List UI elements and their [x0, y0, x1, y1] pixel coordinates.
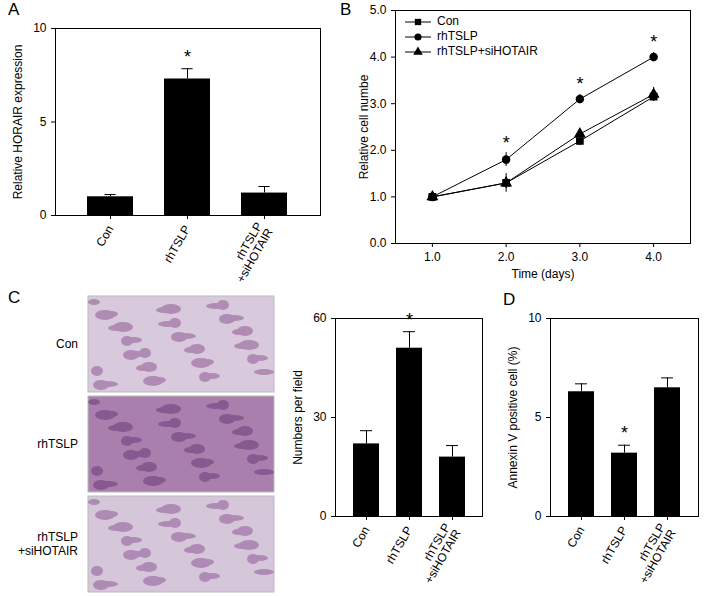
svg-text:Con: Con — [564, 524, 587, 550]
svg-text:rhTSLP+siHOTAIR: rhTSLP+siHOTAIR — [626, 521, 679, 586]
svg-text:10: 10 — [528, 311, 542, 325]
svg-text:*: * — [650, 32, 657, 52]
svg-text:30: 30 — [313, 410, 327, 424]
svg-text:Con: Con — [349, 524, 372, 550]
svg-text:rhTSLP+siHOTAIR: rhTSLP+siHOTAIR — [223, 220, 276, 285]
html-text:D: D — [503, 290, 516, 309]
svg-text:1.0: 1.0 — [424, 250, 441, 264]
html-text:C: C — [8, 288, 21, 307]
svg-text:Relative HORAIR expression: Relative HORAIR expression — [11, 45, 25, 200]
svg-text:1.0: 1.0 — [370, 190, 387, 204]
html-text:Con: Con — [437, 14, 459, 28]
svg-text:5.0: 5.0 — [370, 3, 387, 17]
svg-text:rhTSLP: rhTSLP — [161, 223, 193, 265]
html-text:A: A — [8, 0, 20, 19]
svg-text:4.0: 4.0 — [645, 250, 662, 264]
svg-text:2.0: 2.0 — [498, 250, 515, 264]
svg-text:Con: Con — [93, 223, 116, 249]
html-text:rhTSLP: rhTSLP — [437, 29, 478, 43]
svg-text:Annexin V positive cell (%): Annexin V positive cell (%) — [506, 346, 520, 488]
svg-text:0: 0 — [40, 208, 47, 222]
svg-text:rhTSLP: rhTSLP — [37, 437, 78, 451]
svg-text:Numbers per field: Numbers per field — [291, 370, 305, 465]
svg-text:60: 60 — [313, 311, 327, 325]
svg-text:0: 0 — [320, 509, 327, 523]
svg-text:*: * — [576, 74, 583, 94]
svg-text:5: 5 — [535, 410, 542, 424]
svg-text:3.0: 3.0 — [572, 250, 589, 264]
svg-text:3.0: 3.0 — [370, 97, 387, 111]
svg-text:0: 0 — [535, 509, 542, 523]
svg-text:2.0: 2.0 — [370, 143, 387, 157]
svg-text:Relative cell numbe: Relative cell numbe — [357, 74, 371, 179]
svg-text:0.0: 0.0 — [370, 236, 387, 250]
svg-text:rhTSLP+siHOTAIR: rhTSLP+siHOTAIR — [411, 521, 464, 586]
html-text:rhTSLP+siHOTAIR: rhTSLP+siHOTAIR — [437, 44, 538, 58]
svg-text:rhTSLP: rhTSLP — [598, 524, 630, 566]
svg-text:*: * — [406, 310, 413, 330]
svg-text:rhTSLP+siHOTAIR: rhTSLP+siHOTAIR — [18, 530, 78, 558]
svg-text:Con: Con — [56, 337, 78, 351]
svg-text:*: * — [184, 47, 191, 67]
html-text:B: B — [340, 0, 352, 19]
svg-text:4.0: 4.0 — [370, 50, 387, 64]
svg-text:10: 10 — [33, 21, 47, 35]
svg-text:*: * — [503, 133, 510, 153]
svg-text:rhTSLP: rhTSLP — [383, 524, 415, 566]
svg-text:*: * — [621, 423, 628, 443]
svg-text:Time (days): Time (days) — [512, 267, 575, 281]
svg-text:5: 5 — [40, 115, 47, 129]
